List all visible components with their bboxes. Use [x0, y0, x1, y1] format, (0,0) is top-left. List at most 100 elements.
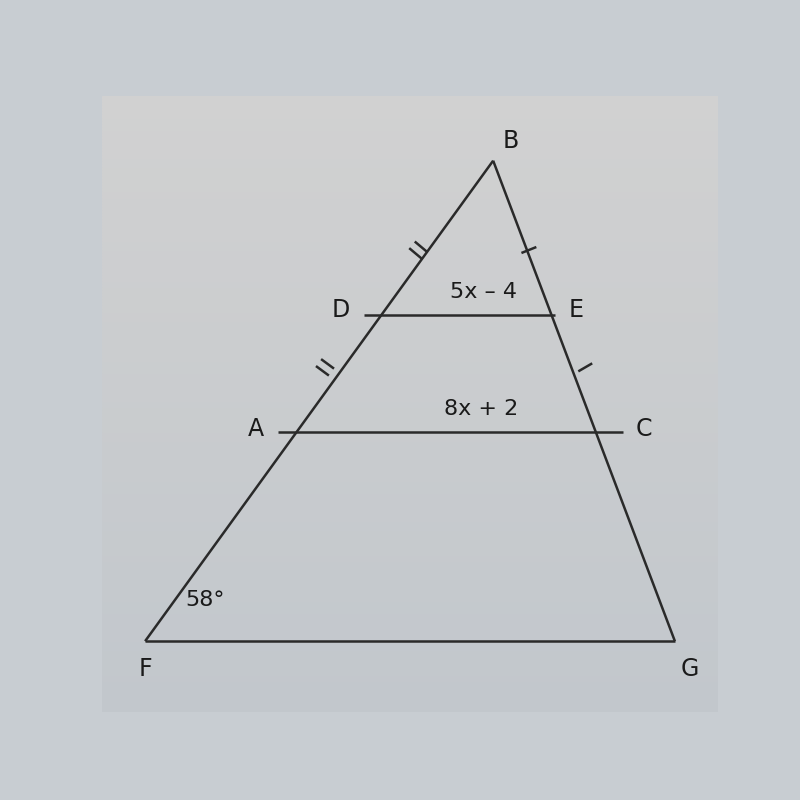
- Bar: [102, 401, 718, 404]
- Bar: [102, 462, 718, 466]
- Bar: [102, 367, 718, 370]
- Bar: [102, 537, 718, 539]
- Bar: [102, 481, 718, 484]
- Bar: [102, 617, 718, 619]
- Bar: [102, 527, 718, 530]
- Bar: [102, 644, 718, 647]
- Bar: [102, 336, 718, 339]
- Bar: [102, 490, 718, 494]
- Bar: [102, 324, 718, 327]
- Bar: [102, 281, 718, 284]
- Bar: [102, 342, 718, 346]
- Bar: [102, 549, 718, 552]
- Bar: [102, 136, 718, 139]
- Bar: [102, 213, 718, 216]
- Bar: [102, 278, 718, 281]
- Bar: [102, 542, 718, 546]
- Bar: [102, 484, 718, 487]
- Bar: [102, 444, 718, 447]
- Bar: [102, 459, 718, 462]
- Bar: [102, 312, 718, 314]
- Bar: [102, 339, 718, 342]
- Bar: [102, 333, 718, 336]
- Bar: [102, 293, 718, 296]
- Text: F: F: [139, 657, 153, 681]
- Bar: [102, 207, 718, 210]
- Bar: [102, 188, 718, 191]
- Text: 58°: 58°: [185, 590, 225, 610]
- Bar: [102, 456, 718, 459]
- Bar: [102, 250, 718, 253]
- Bar: [102, 296, 718, 299]
- Bar: [102, 219, 718, 222]
- Bar: [102, 210, 718, 213]
- Bar: [102, 309, 718, 311]
- Bar: [102, 499, 718, 502]
- Bar: [102, 426, 718, 429]
- Bar: [102, 148, 718, 151]
- Bar: [102, 386, 718, 389]
- Bar: [102, 564, 718, 567]
- Bar: [102, 253, 718, 256]
- Bar: [102, 582, 718, 586]
- Bar: [102, 164, 718, 167]
- Bar: [102, 302, 718, 306]
- Bar: [102, 204, 718, 207]
- Bar: [102, 234, 718, 238]
- Bar: [102, 238, 718, 241]
- Bar: [102, 478, 718, 481]
- Bar: [102, 454, 718, 456]
- Bar: [102, 318, 718, 321]
- Bar: [102, 410, 718, 414]
- Bar: [102, 118, 718, 121]
- Bar: [102, 496, 718, 499]
- Bar: [102, 622, 718, 626]
- Bar: [102, 662, 718, 666]
- Bar: [102, 466, 718, 469]
- Bar: [102, 130, 718, 133]
- Bar: [102, 494, 718, 496]
- Bar: [102, 506, 718, 509]
- Bar: [102, 619, 718, 622]
- Bar: [102, 601, 718, 604]
- Bar: [102, 660, 718, 662]
- Bar: [102, 321, 718, 324]
- Bar: [102, 475, 718, 478]
- Bar: [102, 290, 718, 293]
- Bar: [102, 432, 718, 435]
- Bar: [102, 124, 718, 127]
- Bar: [102, 592, 718, 595]
- Bar: [102, 133, 718, 136]
- Bar: [102, 226, 718, 229]
- Bar: [102, 349, 718, 352]
- Bar: [102, 607, 718, 610]
- Bar: [102, 690, 718, 694]
- Bar: [102, 604, 718, 607]
- Bar: [102, 697, 718, 700]
- Bar: [102, 546, 718, 549]
- Bar: [102, 414, 718, 416]
- Bar: [102, 161, 718, 164]
- Text: 8x + 2: 8x + 2: [444, 399, 518, 419]
- Bar: [102, 635, 718, 638]
- Bar: [102, 672, 718, 675]
- Bar: [102, 392, 718, 394]
- Bar: [102, 629, 718, 632]
- Bar: [102, 244, 718, 247]
- Bar: [102, 709, 718, 712]
- Bar: [102, 314, 718, 318]
- Bar: [102, 379, 718, 382]
- Bar: [102, 669, 718, 672]
- Bar: [102, 330, 718, 333]
- Bar: [102, 262, 718, 266]
- Bar: [102, 447, 718, 450]
- Bar: [102, 694, 718, 697]
- Bar: [102, 404, 718, 407]
- Bar: [102, 222, 718, 226]
- Bar: [102, 259, 718, 262]
- Bar: [102, 167, 718, 170]
- Bar: [102, 687, 718, 690]
- Bar: [102, 650, 718, 654]
- Bar: [102, 173, 718, 176]
- Bar: [102, 647, 718, 650]
